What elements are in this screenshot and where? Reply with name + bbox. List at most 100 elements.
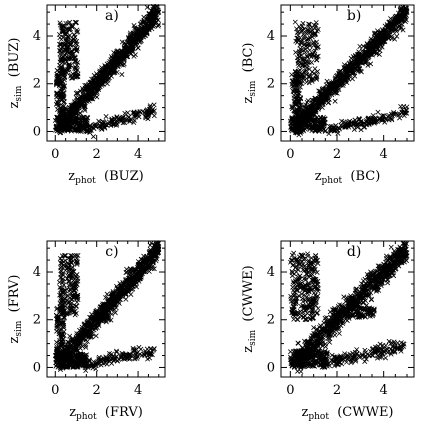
data-point — [69, 24, 75, 30]
data-point — [135, 45, 141, 51]
data-point — [76, 122, 81, 128]
data-point — [58, 36, 64, 42]
data-point — [58, 81, 64, 87]
data-point — [69, 264, 75, 270]
data-point — [54, 90, 60, 96]
data-point — [79, 103, 85, 109]
data-point — [112, 64, 118, 70]
data-point — [56, 124, 62, 129]
y-tick-label: 4 — [267, 29, 275, 44]
data-point — [57, 45, 63, 51]
data-point — [103, 114, 109, 119]
data-point — [99, 126, 105, 132]
data-point — [66, 63, 72, 69]
data-point — [63, 56, 69, 62]
data-point — [59, 59, 65, 65]
data-point — [62, 258, 68, 264]
data-point — [87, 130, 93, 136]
x-axis-label: zphot (FRV) — [69, 405, 143, 422]
data-point — [97, 68, 103, 74]
x-tick-label: 4 — [134, 383, 142, 398]
data-point — [394, 33, 400, 39]
data-point — [74, 102, 80, 108]
data-point — [58, 57, 64, 63]
data-point — [59, 77, 65, 83]
data-point — [101, 78, 107, 84]
data-point — [64, 30, 70, 35]
data-point — [146, 13, 151, 19]
data-point — [375, 109, 381, 115]
data-point — [309, 59, 315, 65]
data-point — [54, 99, 60, 105]
data-point — [129, 47, 135, 52]
y-axis-label: zsim (BUZ) — [7, 38, 24, 109]
data-point — [75, 29, 81, 35]
data-point — [96, 123, 102, 129]
data-point — [67, 126, 72, 132]
data-point — [78, 101, 84, 107]
data-point — [90, 134, 96, 140]
data-point — [93, 71, 99, 77]
data-point — [122, 116, 127, 122]
y-tick-label: 2 — [267, 77, 275, 92]
data-point — [99, 65, 105, 71]
data-point — [68, 102, 74, 108]
x-tick-label: 2 — [93, 383, 101, 398]
data-point — [146, 23, 152, 29]
data-point — [309, 69, 315, 75]
data-point — [111, 50, 117, 56]
data-point — [61, 86, 67, 92]
data-point — [60, 69, 66, 75]
data-point — [98, 77, 104, 83]
data-point — [94, 94, 100, 100]
data-point — [74, 41, 80, 47]
data-point — [122, 48, 128, 54]
data-point — [80, 89, 86, 95]
data-point — [66, 27, 72, 33]
y-tick-label: 4 — [33, 29, 41, 44]
data-point — [388, 244, 394, 250]
data-point — [132, 26, 138, 32]
x-tick-label: 4 — [380, 147, 388, 162]
data-point — [62, 119, 68, 125]
data-point — [73, 41, 79, 46]
data-point — [103, 64, 109, 70]
data-point — [66, 55, 72, 61]
data-point — [118, 50, 124, 56]
data-point — [61, 106, 67, 112]
y-tick-label: 0 — [267, 124, 275, 139]
data-point — [67, 42, 73, 48]
data-point — [85, 89, 91, 95]
data-point — [77, 110, 83, 116]
data-point — [138, 33, 144, 39]
data-point — [121, 61, 127, 67]
data-point — [101, 69, 107, 75]
data-point — [68, 73, 74, 79]
data-point — [132, 52, 138, 58]
data-point — [61, 31, 67, 37]
data-point — [134, 112, 140, 118]
data-point — [109, 117, 115, 123]
y-tick-label: 0 — [33, 360, 41, 375]
x-tick-label: 2 — [333, 383, 341, 398]
data-point — [60, 122, 66, 128]
x-tick-label: 0 — [51, 383, 59, 398]
data-point — [119, 72, 125, 77]
data-point — [60, 44, 66, 50]
data-point — [110, 121, 116, 127]
plot-frame — [280, 4, 415, 142]
data-point — [74, 48, 80, 54]
data-point — [73, 127, 79, 133]
data-point — [125, 54, 131, 60]
data-point — [76, 117, 82, 123]
data-point — [144, 108, 150, 114]
data-point — [93, 75, 99, 81]
data-point — [87, 85, 93, 90]
y-axis-label: zsim (FRV) — [7, 274, 24, 343]
data-point — [82, 85, 88, 91]
data-point — [111, 122, 117, 128]
data-point — [89, 82, 95, 88]
